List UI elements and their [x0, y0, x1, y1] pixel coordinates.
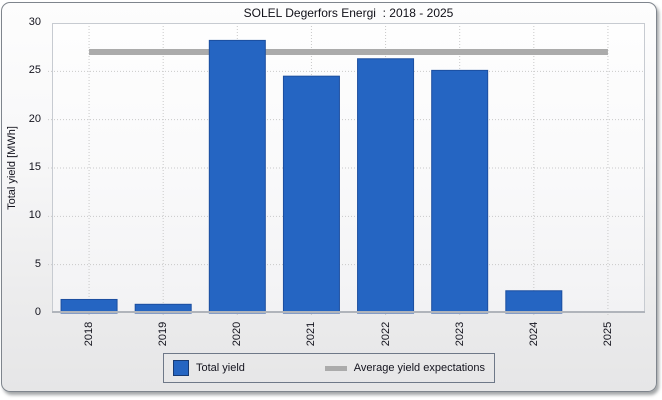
plot-area [48, 23, 645, 317]
y-tick-20: 20 [28, 112, 41, 125]
legend-total-yield-label: Total yield [196, 362, 245, 374]
legend: Total yield Average yield expectations [163, 353, 495, 383]
y-tick-10: 10 [28, 209, 41, 222]
x-tick-2025: 2025 [601, 321, 614, 347]
bar-2023[interactable] [431, 69, 489, 314]
x-tick-2024: 2024 [527, 321, 540, 347]
legend-average-line-swatch [324, 365, 347, 371]
y-tick-5: 5 [34, 257, 41, 270]
x-axis-ticks: 2018 2019 2020 2021 2022 2023 2024 2025 [52, 317, 645, 351]
bar-2020[interactable] [208, 39, 266, 314]
x-tick-2019: 2019 [157, 321, 170, 347]
y-axis-ticks: 0 5 10 15 20 25 30 [0, 16, 47, 318]
x-tick-2022: 2022 [379, 321, 392, 347]
x-tick-2018: 2018 [83, 321, 96, 347]
y-tick-25: 25 [28, 64, 41, 77]
bar-2022[interactable] [357, 58, 415, 314]
legend-total-yield-swatch [173, 360, 189, 376]
bar-2024[interactable] [505, 290, 563, 314]
plot-svg [48, 23, 645, 317]
chart-title: SOLEL Degerfors Energi : 2018 - 2025 [243, 6, 454, 20]
bar-2018[interactable] [60, 298, 118, 314]
legend-average-label: Average yield expectations [353, 362, 485, 374]
y-tick-30: 30 [28, 16, 41, 28]
bar-2021[interactable] [282, 75, 340, 314]
y-tick-15: 15 [28, 161, 41, 173]
average-line [89, 49, 608, 55]
x-tick-2020: 2020 [231, 321, 244, 347]
x-tick-2021: 2021 [305, 321, 318, 347]
y-tick-0: 0 [34, 306, 41, 318]
x-tick-2023: 2023 [453, 321, 466, 347]
